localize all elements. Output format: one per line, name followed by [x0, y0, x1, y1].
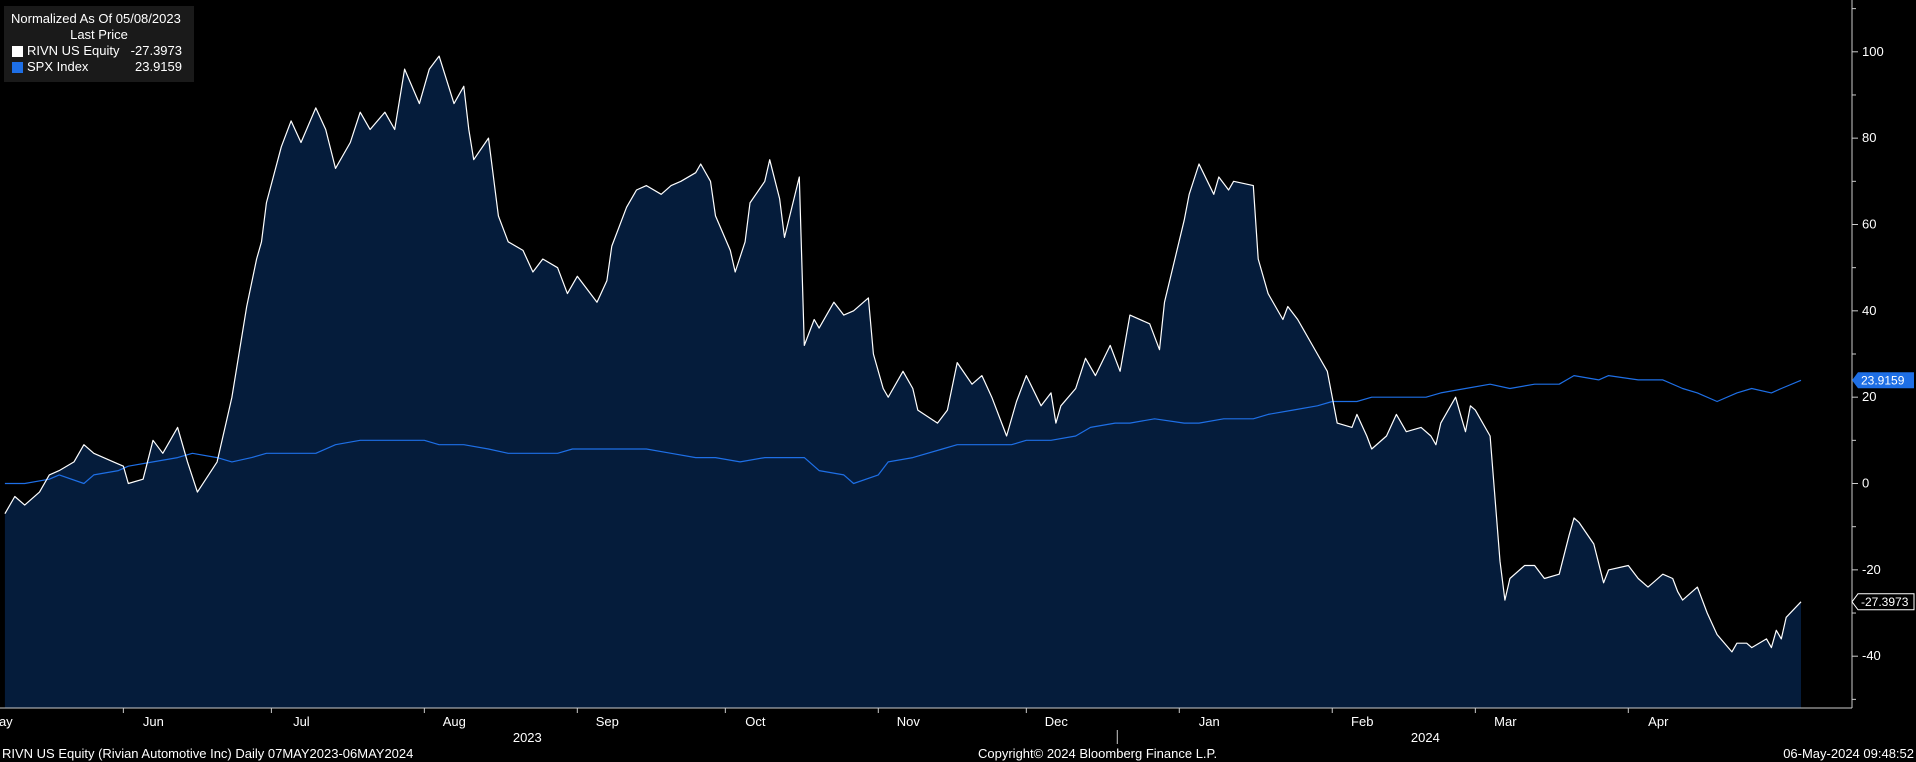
- chart-legend: Normalized As Of 05/08/2023 Last Price R…: [4, 6, 194, 82]
- y-tick-label: 60: [1862, 216, 1876, 231]
- legend-title: Normalized As Of 05/08/2023: [11, 11, 181, 26]
- x-tick-label: Nov: [897, 714, 921, 729]
- x-tick-label: Feb: [1351, 714, 1373, 729]
- last-value-tag-label: 23.9159: [1861, 373, 1905, 387]
- x-tick-label: Aug: [443, 714, 466, 729]
- x-tick-label: Dec: [1045, 714, 1069, 729]
- x-tick-label: Jan: [1199, 714, 1220, 729]
- legend-swatch-spx: [12, 62, 23, 73]
- legend-item-spx: SPX Index 23.9159: [4, 59, 194, 75]
- x-tick-label: Apr: [1648, 714, 1669, 729]
- legend-label-spx: SPX Index: [27, 59, 89, 74]
- y-tick-label: 100: [1862, 44, 1884, 59]
- x-tick-label: Sep: [596, 714, 619, 729]
- legend-swatch-rivn: [12, 46, 23, 57]
- footer-timestamp: 06-May-2024 09:48:52: [1783, 746, 1914, 761]
- y-tick-label: 0: [1862, 476, 1869, 491]
- y-tick-label: 40: [1862, 303, 1876, 318]
- legend-value-spx: 23.9159: [135, 59, 182, 74]
- last-value-tag-bg: [1851, 593, 1915, 611]
- legend-subtitle: Last Price: [70, 27, 128, 42]
- series-line-rivn: [4, 55, 1802, 653]
- x-tick-label: Jun: [143, 714, 164, 729]
- legend-value-rivn: -27.3973: [130, 43, 182, 58]
- x-tick-label: Mar: [1494, 714, 1517, 729]
- series-line-spx: [4, 375, 1802, 485]
- last-value-tag-rivn: -27.3973: [1851, 593, 1915, 611]
- last-value-tag-label: -27.3973: [1861, 595, 1909, 609]
- y-tick-label: -20: [1862, 562, 1881, 577]
- y-tick-label: 20: [1862, 389, 1876, 404]
- legend-item-rivn: RIVN US Equity -27.3973: [4, 43, 194, 59]
- last-value-tag-bg: [1852, 372, 1914, 389]
- series-area-rivn: [4, 56, 1801, 709]
- y-tick-label: -40: [1862, 648, 1881, 663]
- legend-label-rivn: RIVN US Equity: [27, 43, 120, 58]
- footer-copyright: Copyright© 2024 Bloomberg Finance L.P.: [978, 746, 1218, 761]
- footer-security-info: RIVN US Equity (Rivian Automotive Inc) D…: [2, 746, 414, 761]
- last-value-tag-spx: 23.9159: [1852, 372, 1914, 389]
- x-tick-label: Jul: [293, 714, 310, 729]
- x-tick-label: May: [0, 714, 13, 729]
- y-tick-label: 80: [1862, 130, 1876, 145]
- x-year-label: 2023: [513, 730, 542, 745]
- x-year-label: 2024: [1411, 730, 1440, 745]
- x-tick-label: Oct: [745, 714, 766, 729]
